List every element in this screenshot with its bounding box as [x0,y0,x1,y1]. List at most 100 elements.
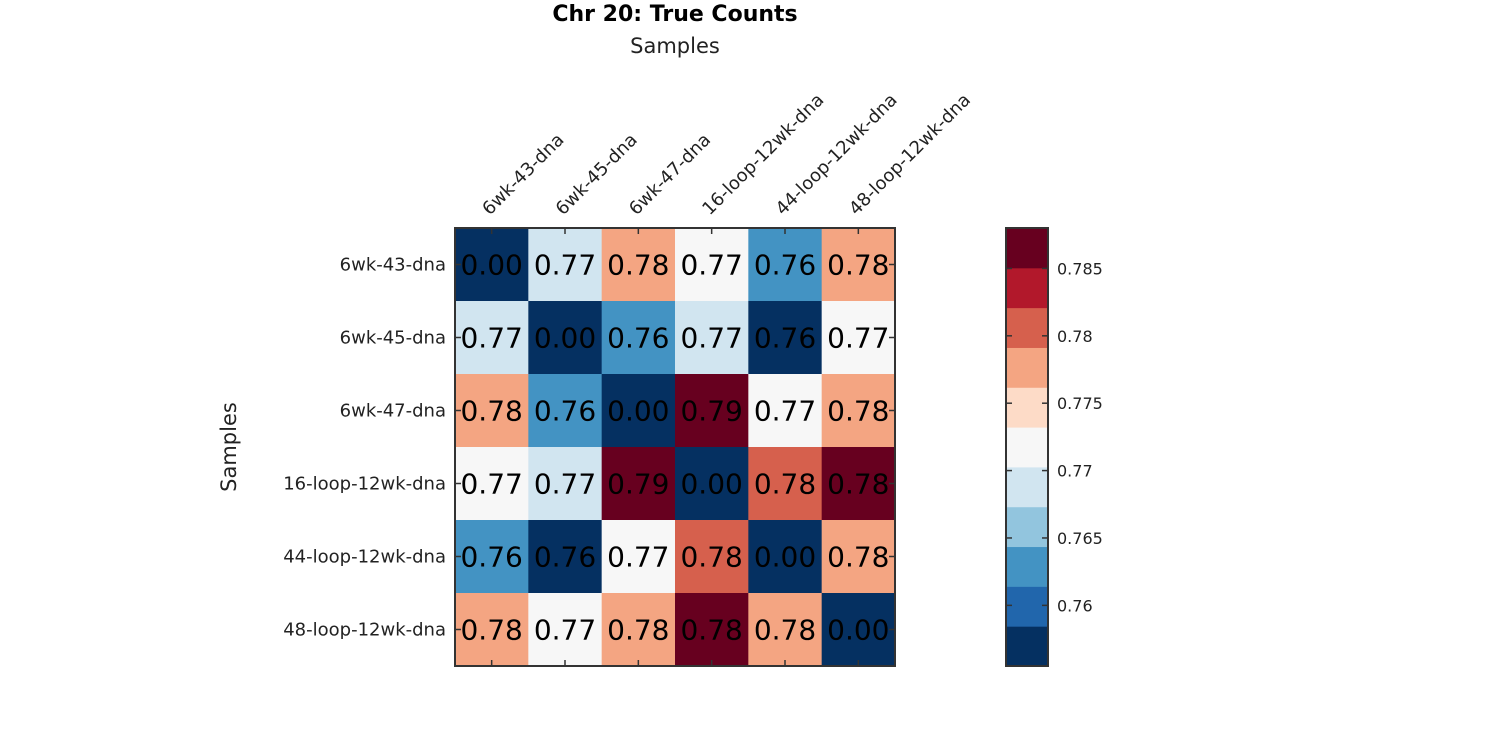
colorbar: 0.76 0.765 0.77 0.775 0.78 0.785 [1005,227,1103,667]
heatmap-cell [675,447,749,521]
y-tick-label: 16-loop-12wk-dna [283,474,446,495]
heatmap-cell [601,374,676,448]
cell-value-label: 0.76 [460,541,522,574]
y-tick-label: 6wk-47-dna [340,401,446,422]
heatmap-cell [821,447,896,521]
colorbar-bin [1006,466,1048,508]
heatmap-cell [528,520,603,594]
cell-value-label: 0.00 [827,614,889,647]
cell-value-label: 0.77 [680,322,742,355]
y-tick-labels: 6wk-43-dna 6wk-45-dna 6wk-47-dna 16-loop-12… [283,255,446,641]
cell-value-label: 0.79 [607,468,669,501]
heatmap-cell [601,447,676,521]
heatmap-cell [601,228,676,302]
heatmap-cell [821,520,896,594]
x-tick-label: 16-loop-12wk-dna [698,90,828,220]
cell-value-label: 0.78 [680,541,742,574]
colorbar-bin [1006,506,1048,548]
heatmap-cell [455,301,529,375]
cell-value-label: 0.78 [607,614,669,647]
cell-value-label: 0.78 [680,614,742,647]
heatmap-cell [675,593,749,667]
heatmap-cell [748,447,823,521]
cell-value-label: 0.77 [534,468,596,501]
x-tick-label: 44-loop-12wk-dna [772,90,902,220]
cell-value-label: 0.76 [534,395,596,428]
heatmap-cell [455,520,529,594]
axis-ticks [455,228,895,666]
heatmap-cell [455,374,529,448]
heatmap-cell [821,228,896,302]
cell-value-label: 0.78 [827,541,889,574]
heatmap-cell [455,593,529,667]
heatmap-cell-labels: 0.00 0.77 0.78 0.77 0.76 0.78 0.77 0.00 0.76 0.77… [460,249,889,647]
heatmap-cell [455,228,529,302]
colorbar-bin [1006,267,1048,309]
colorbar-bin [1006,347,1048,388]
heatmap-cell [528,593,603,667]
x-tick-label: 48-loop-12wk-dna [845,90,975,220]
cell-value-label: 0.00 [460,249,522,282]
cell-value-label: 0.78 [827,249,889,282]
heatmap-cell [748,520,823,594]
colorbar-tick-label: 0.775 [1057,394,1103,413]
y-tick-label: 6wk-43-dna [340,255,446,276]
heatmap-cell [675,301,749,375]
cell-value-label: 0.77 [754,395,816,428]
cell-value-label: 0.78 [607,249,669,282]
heatmap-cell [675,228,749,302]
colorbar-bin [1006,307,1048,348]
colorbar-bin [1006,586,1048,627]
cell-value-label: 0.78 [460,395,522,428]
cell-value-label: 0.00 [680,468,742,501]
cell-value-label: 0.76 [607,322,669,355]
x-tick-labels: 6wk-43-dna6wk-45-dna6wk-47-dna16-loop-12… [478,90,975,220]
heatmap-cell [528,447,603,521]
cell-value-label: 0.00 [534,322,596,355]
heatmap-cell [601,301,676,375]
cell-value-label: 0.76 [534,541,596,574]
heatmap-cell [601,520,676,594]
cell-value-label: 0.79 [680,395,742,428]
y-axis-label: Samples [217,402,241,492]
heatmap-cells [455,228,896,667]
colorbar-bin [1006,228,1048,269]
heatmap-cell [821,374,896,448]
cell-value-label: 0.76 [754,322,816,355]
cell-value-label: 0.78 [827,468,889,501]
colorbar-tick-label: 0.77 [1057,462,1093,481]
cell-value-label: 0.77 [460,322,522,355]
cell-value-label: 0.78 [754,468,816,501]
cell-value-label: 0.78 [827,395,889,428]
cell-value-label: 0.78 [754,614,816,647]
cell-value-label: 0.77 [534,614,596,647]
chart-title: Chr 20: True Counts [552,2,797,27]
y-tick-label: 6wk-45-dna [340,328,446,349]
colorbar-bin [1006,387,1048,428]
colorbar-bin [1006,546,1048,587]
colorbar-tick-label: 0.76 [1057,596,1093,615]
heatmap-cell [675,520,749,594]
cell-value-label: 0.77 [460,468,522,501]
heatmap-cell [748,593,823,667]
cell-value-label: 0.00 [754,541,816,574]
heatmap-cell [821,301,896,375]
y-tick-label: 44-loop-12wk-dna [283,547,446,568]
cell-value-label: 0.77 [827,322,889,355]
cell-value-label: 0.76 [754,249,816,282]
colorbar-tick-label: 0.785 [1057,259,1103,278]
plot-frame [454,227,896,667]
heatmap-cell [748,301,823,375]
heatmap-cell [528,228,603,302]
heatmap-cell [455,447,529,521]
cell-value-label: 0.77 [534,249,596,282]
heatmap-cell [821,593,896,667]
heatmap-cell [528,301,603,375]
y-tick-label: 48-loop-12wk-dna [283,620,446,641]
cell-value-label: 0.77 [680,249,742,282]
colorbar-tick-label: 0.78 [1057,327,1093,346]
heatmap-cell [675,374,749,448]
colorbar-bin [1006,427,1048,468]
heatmap-cell [601,593,676,667]
